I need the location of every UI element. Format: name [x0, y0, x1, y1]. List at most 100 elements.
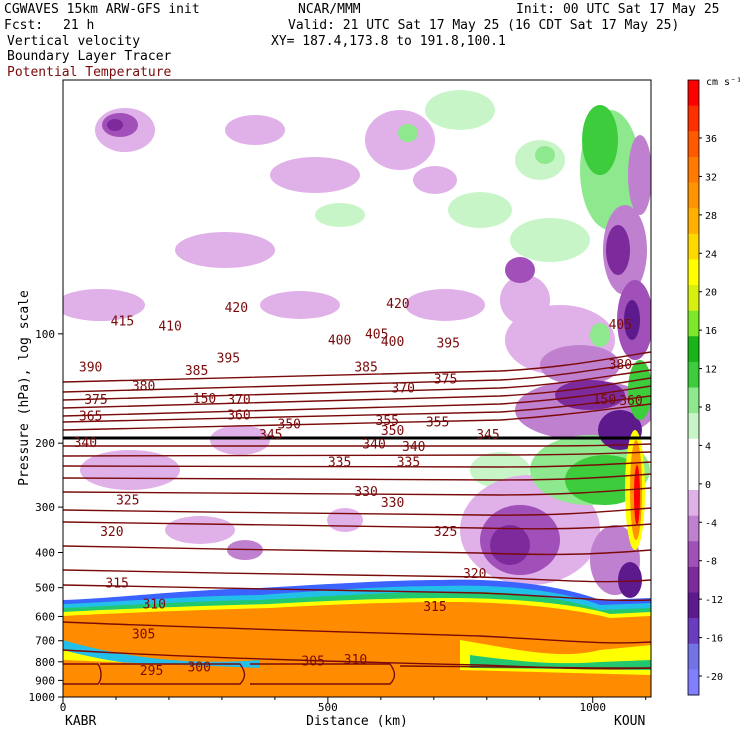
theta-label-350: 350 [381, 424, 404, 439]
theta-label-395: 395 [436, 336, 459, 351]
colorbar-swatch [688, 80, 699, 107]
x-tick-label-500: 500 [318, 701, 338, 714]
theta-label-360: 360 [619, 394, 642, 409]
theta-label-345: 345 [476, 428, 499, 443]
colorbar-swatch [688, 618, 699, 645]
theta-label-420: 420 [225, 301, 248, 316]
x-axis: 0 500 1000 [60, 697, 647, 714]
colorbar-label--16: -16 [705, 634, 723, 645]
theta-label-315: 315 [105, 577, 128, 592]
colorbar-label--20: -20 [705, 672, 723, 683]
theta-label-385: 385 [185, 364, 208, 379]
theta-label-355: 355 [376, 414, 399, 429]
theta-label-305: 305 [132, 627, 155, 642]
theta-label-340: 340 [402, 440, 425, 455]
theta-label-310: 310 [344, 653, 367, 668]
y-tick-label-500: 500 [35, 582, 55, 595]
theta-label-330: 330 [381, 496, 404, 511]
colorbar-swatch [688, 361, 699, 388]
y-axis: 100 200 300 400 500 600 700 800 900 1000 [29, 328, 63, 704]
theta-label-380: 380 [609, 358, 632, 373]
colorbar-label-0: 0 [705, 480, 711, 491]
y-tick-label-900: 900 [35, 674, 55, 687]
theta-label-315: 315 [423, 600, 446, 615]
colorbar-swatch [688, 105, 699, 132]
theta-label-345: 345 [259, 428, 282, 443]
y-tick-label-800: 800 [35, 656, 55, 669]
x-tick-label-0: 0 [60, 701, 67, 714]
colorbar-swatch [688, 156, 699, 183]
theta-label-305: 305 [301, 655, 324, 670]
theta-label-340: 340 [74, 436, 97, 451]
colorbar-label-16: 16 [705, 326, 717, 337]
colorbar-swatch [688, 643, 699, 670]
colorbar-label-4: 4 [705, 441, 711, 452]
y-axis-label: Pressure (hPa), log scale [17, 290, 32, 486]
endpoint-right-label: KOUN [614, 714, 645, 729]
theta-label-355: 355 [426, 416, 449, 431]
colorbar-frame [687, 79, 700, 696]
theta-label-325: 325 [116, 493, 139, 508]
theta-label-300: 300 [187, 660, 210, 675]
theta-label-365: 365 [79, 409, 102, 424]
theta-label-330: 330 [354, 485, 377, 500]
colorbar-label--4: -4 [705, 518, 717, 529]
y-tick-label-700: 700 [35, 635, 55, 648]
colorbar-label-12: 12 [705, 365, 717, 376]
theta-label-335: 335 [328, 456, 351, 471]
theta-label-380: 380 [132, 379, 155, 394]
endpoint-left-label: KABR [65, 714, 96, 729]
theta-label-385: 385 [354, 361, 377, 376]
theta-label-310: 310 [142, 597, 165, 612]
theta-label-410: 410 [158, 320, 181, 335]
header-valid: Valid: 21 UTC Sat 17 May 25 (16 CDT Sat … [288, 18, 679, 33]
theta-label-395: 395 [217, 352, 240, 367]
y-tick-label-600: 600 [35, 610, 55, 623]
colorbar-swatch [688, 182, 699, 209]
theta-label-295: 295 [140, 664, 163, 679]
header-fcst-label: Fcst: [4, 18, 43, 33]
colorbar-unit: cm s⁻¹ [706, 77, 740, 88]
colorbar-label-36: 36 [705, 134, 717, 145]
theta-label-150: 150 [193, 392, 216, 407]
x-axis-label: Distance (km) [306, 714, 408, 729]
colorbar-swatch [688, 438, 699, 465]
header-field-pbl-tracer: Boundary Layer Tracer [7, 49, 172, 64]
header-model: CGWAVES 15km ARW-GFS init [4, 2, 200, 17]
colorbar-swatch [688, 259, 699, 286]
header-init: Init: 00 UTC Sat 17 May 25 [516, 2, 720, 17]
theta-label-325: 325 [434, 525, 457, 540]
colorbar-label-32: 32 [705, 172, 717, 183]
theta-label-320: 320 [100, 525, 123, 540]
theta-label-350: 350 [278, 417, 301, 432]
theta-label-335: 335 [397, 456, 420, 471]
colorbar-swatch [688, 336, 699, 363]
theta-label-150: 150 [593, 393, 616, 408]
y-tick-label-100: 100 [35, 328, 55, 341]
theta-label-370: 370 [391, 381, 414, 396]
y-tick-label-200: 200 [35, 437, 55, 450]
colorbar-swatch [688, 592, 699, 619]
theta-label-375: 375 [434, 372, 457, 387]
colorbar-label-28: 28 [705, 211, 717, 222]
colorbar-swatch [688, 387, 699, 414]
theta-label-400: 400 [328, 334, 351, 349]
theta-label-320: 320 [463, 567, 486, 582]
colorbar-label-20: 20 [705, 288, 717, 299]
colorbar-swatch [688, 233, 699, 260]
y-tick-label-1000: 1000 [29, 691, 56, 704]
vertical-velocity-field [63, 90, 651, 598]
y-tick-label-400: 400 [35, 546, 55, 559]
colorbar-label--8: -8 [705, 557, 717, 568]
theta-label-405: 405 [365, 328, 388, 343]
colorbar: -20 -16 -12 -8 -4 0 4 8 12 16 20 24 28 32 36 [687, 79, 723, 696]
y-tick-label-300: 300 [35, 501, 55, 514]
colorbar-swatch [688, 490, 699, 517]
colorbar-swatch [688, 669, 699, 696]
theta-label-415: 415 [111, 315, 134, 330]
colorbar-swatch [688, 541, 699, 568]
